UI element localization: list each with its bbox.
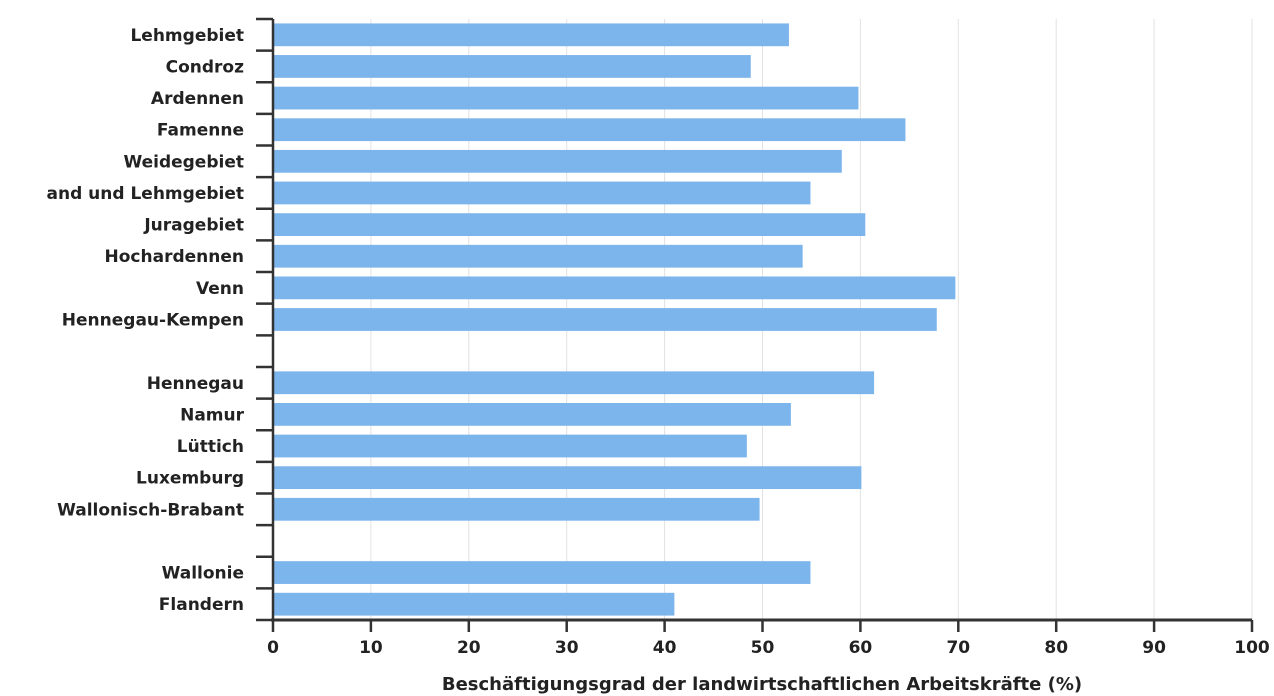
category-label: Hennegau — [147, 374, 244, 394]
x-tick-label: 70 — [946, 638, 970, 658]
category-label: Wallonisch-Brabant — [57, 500, 244, 520]
category-label: Hochardennen — [105, 247, 244, 267]
x-tick-label: 100 — [1234, 638, 1270, 658]
category-label: Flandern — [159, 595, 244, 615]
x-tick-label: 50 — [751, 638, 775, 658]
category-label: Wallonie — [162, 564, 244, 584]
bar-3 — [273, 118, 906, 142]
x-tick-label: 30 — [555, 638, 579, 658]
category-label: Juragebiet — [143, 216, 244, 236]
x-axis: 0 10 20 30 40 50 60 70 80 90 100 — [267, 618, 1270, 658]
bar-11 — [273, 371, 875, 395]
bar-17 — [273, 561, 811, 584]
category-label: Weidegebiet — [123, 152, 244, 172]
bar-7 — [273, 244, 803, 268]
category-label: Famenne — [157, 121, 244, 141]
x-tick-label: 90 — [1142, 638, 1166, 658]
category-label: Condroz — [166, 57, 244, 77]
bar-13 — [273, 434, 747, 458]
bar-18 — [273, 592, 675, 616]
x-tick-label: 0 — [267, 638, 279, 658]
bar-4 — [273, 149, 842, 173]
category-label: Lüttich — [177, 437, 244, 457]
bar-1 — [273, 55, 751, 78]
bar-15 — [273, 497, 760, 521]
category-label: Ardennen — [151, 89, 244, 109]
x-tick-label: 10 — [359, 638, 383, 658]
bar-12 — [273, 403, 791, 426]
bar-2 — [273, 86, 859, 110]
bar-0 — [273, 23, 789, 47]
bar-8 — [273, 276, 956, 300]
category-label: Luxemburg — [136, 469, 244, 489]
category-label: Namur — [180, 405, 245, 425]
x-tick-label: 20 — [457, 638, 481, 658]
bar-5 — [273, 181, 811, 205]
bars — [273, 23, 956, 616]
x-tick-label: 60 — [849, 638, 873, 658]
x-tick-label: 80 — [1044, 638, 1068, 658]
x-axis-title: Beschäftigungsgrad der landwirtschaftlic… — [442, 674, 1082, 695]
x-tick-label: 40 — [653, 638, 677, 658]
y-axis: Lehmgebiet Condroz Ardennen Famenne Weidegeb… — [47, 17, 275, 622]
bar-6 — [273, 213, 866, 236]
category-label: and und Lehmgebiet — [47, 184, 244, 204]
bar-14 — [273, 466, 862, 490]
category-label: Hennegau-Kempen — [62, 311, 244, 331]
category-label: Lehmgebiet — [130, 26, 244, 46]
bar-9 — [273, 308, 937, 331]
category-label: Venn — [196, 279, 244, 299]
